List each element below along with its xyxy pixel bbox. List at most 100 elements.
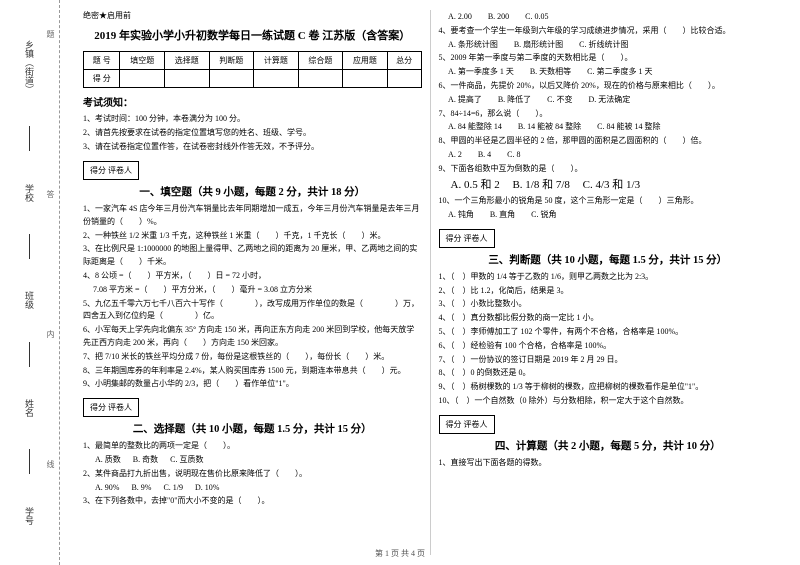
section-4-heading: 四、计算题（共 2 小题，每题 5 分，共计 10 分）	[439, 438, 778, 453]
opt: A. 90%	[95, 482, 119, 495]
seal-text: 题	[45, 30, 56, 38]
seal-text: 答	[45, 190, 56, 198]
q-opts: A. 质数 B. 奇数 C. 互质数	[83, 454, 422, 467]
q: 1、（ ）甲数的 1/4 等于乙数的 1/6，则甲乙两数之比为 2:3。	[439, 271, 778, 284]
q: 3、在比例尺是 1:1000000 的地图上量得甲、乙两地之间的距离为 20 厘…	[83, 243, 422, 269]
th: 总分	[387, 52, 421, 70]
q-opts: A. 0.5 和 2 B. 1/8 和 7/8 C. 4/3 和 1/3	[439, 177, 778, 195]
margin-line	[29, 234, 30, 259]
margin-line	[29, 342, 30, 367]
q: 1、一家汽车 4S 店今年三月份汽车销量比去年同期增加一成五，今年三月份汽车销量…	[83, 203, 422, 229]
th: 综合题	[298, 52, 343, 70]
margin-label: 班级	[23, 283, 36, 317]
q: 5、九亿五千零六万七千八百六十写作（ ），改写成用万作单位的数是（ ）万，四舍五…	[83, 298, 422, 324]
q: A. 第一季度多 1 天 B. 天数相等 C. 第二季度多 1 天	[439, 66, 778, 79]
q: 8、三年期国库券的年利率是 2.4%，某人购买国库券 1500 元，到期连本带息…	[83, 365, 422, 378]
q: 3、在下列各数中，去掉"0"而大小不变的是（ ）。	[83, 495, 422, 508]
th: 计算题	[254, 52, 299, 70]
left-column: 绝密★启用前 2019 年实验小学小升初数学每日一练试题 C 卷 江苏版（含答案…	[75, 10, 431, 555]
q: 9、下面各组数中互为倒数的是（ ）。	[439, 163, 778, 176]
q: 8、（ ）0 的倒数还是 0。	[439, 367, 778, 380]
q: 7.08 平方米 =（ ）平方分米，（ ）毫升 = 3.08 立方分米	[83, 284, 422, 297]
td	[387, 70, 421, 88]
q: 1、最简单的整数比的两项一定是（ ）。	[83, 440, 422, 453]
th: 选择题	[164, 52, 209, 70]
q: 5、（ ）李师傅加工了 102 个零件，有两个不合格，合格率是 100%。	[439, 326, 778, 339]
notice: 1、考试时间：100 分钟，本卷满分为 100 分。	[83, 113, 422, 125]
notice: 2、请首先按要求在试卷的指定位置填写您的姓名、班级、学号。	[83, 127, 422, 139]
opt: A. 0.5 和 2	[451, 177, 500, 195]
q: 10、（ ）一个自然数（0 除外）与分数相除，积一定大于这个自然数。	[439, 395, 778, 408]
score-table: 题 号 填空题 选择题 判断题 计算题 综合题 应用题 总分 得 分	[83, 51, 422, 88]
binding-margin: 乡镇（街道） 学校 班级 姓名 学号	[0, 0, 60, 565]
notice-heading: 考试须知：	[83, 94, 422, 109]
th: 应用题	[343, 52, 388, 70]
q: 6、小军每天上学先向北偏东 35° 方向走 150 米，再向正东方向走 200 …	[83, 324, 422, 350]
q: A. 提高了 B. 降低了 C. 不变 D. 无法确定	[439, 94, 778, 107]
q: 4、（ ）真分数都比假分数的商一定比 1 小。	[439, 312, 778, 325]
q: 7、把 7/10 米长的铁丝平均分成 7 份，每份是这根铁丝的（ ），每份长（ …	[83, 351, 422, 364]
th: 题 号	[84, 52, 120, 70]
th: 判断题	[209, 52, 254, 70]
q: A. 条形统计图 B. 扇形统计图 C. 折线统计图	[439, 39, 778, 52]
q: 6、一件商品，先提价 20%，以后又降价 20%，现在的价格与原来相比（ ）。	[439, 80, 778, 93]
secret-label: 绝密★启用前	[83, 10, 422, 21]
q: 4、8 公顷 =（ ）平方米，（ ）日 = 72 小时，	[83, 270, 422, 283]
page-content: 绝密★启用前 2019 年实验小学小升初数学每日一练试题 C 卷 江苏版（含答案…	[60, 0, 800, 565]
q: A. 钝角 B. 直角 C. 锐角	[439, 209, 778, 222]
td	[120, 70, 165, 88]
opt: B. 9%	[131, 482, 151, 495]
margin-label: 学号	[23, 499, 36, 533]
margin-label: 乡镇（街道）	[23, 32, 36, 102]
td	[164, 70, 209, 88]
q: 10、一个三角形最小的锐角是 50 度，这个三角形一定是（ ）三角形。	[439, 195, 778, 208]
q: 2、（ ）比 1.2，化简后，结果是 3。	[439, 285, 778, 298]
margin-line	[29, 126, 30, 151]
opt: B. 1/8 和 7/8	[512, 177, 569, 195]
section-1-heading: 一、填空题（共 9 小题，每题 2 分，共计 18 分）	[83, 184, 422, 199]
opt: C. 1/9	[163, 482, 183, 495]
q: 2、某件商品打九折出售，说明现在售价比原来降低了（ ）。	[83, 468, 422, 481]
section-3-heading: 三、判断题（共 10 小题，每题 1.5 分，共计 15 分）	[439, 252, 778, 267]
q: 9、小明集邮的数量占小华的 2/3，把（ ）看作单位"1"。	[83, 378, 422, 391]
grade-box: 得分 评卷人	[83, 161, 139, 180]
grade-box: 得分 评卷人	[83, 398, 139, 417]
opt: A. 质数	[95, 454, 121, 467]
opt: C. 4/3 和 1/3	[583, 177, 640, 195]
q: A. 2 B. 4 C. 8	[439, 149, 778, 162]
margin-line	[29, 449, 30, 474]
td	[298, 70, 343, 88]
q: 5、2009 年第一季度与第二季度的天数相比是（ ）。	[439, 52, 778, 65]
td	[254, 70, 299, 88]
q: 2、一种铁丝 1/2 米重 1/3 千克，这种铁丝 1 米重（ ）千克，1 千克…	[83, 230, 422, 243]
q: A. 84 能整除 14 B. 14 能被 84 整除 C. 84 能被 14 …	[439, 121, 778, 134]
seal-text: 内	[45, 330, 56, 338]
q: 9、（ ）杨树棵数的 1/3 等于柳树的棵数，应把柳树的棵数看作是单位"1"。	[439, 381, 778, 394]
q: 7、84÷14=6，那么说（ ）。	[439, 108, 778, 121]
q: 8、甲圆的半径是乙圆半径的 2 倍，那甲圆的面积是乙圆面积的（ ）倍。	[439, 135, 778, 148]
notice: 3、请在试卷指定位置作答，在试卷密封线外作答无效，不予评分。	[83, 141, 422, 153]
margin-label: 学校	[23, 176, 36, 210]
grade-box: 得分 评卷人	[439, 229, 495, 248]
th: 填空题	[120, 52, 165, 70]
td: 得 分	[84, 70, 120, 88]
q-opts: A. 90% B. 9% C. 1/9 D. 10%	[83, 482, 422, 495]
q: 1、直接写出下面各题的得数。	[439, 457, 778, 470]
section-2-heading: 二、选择题（共 10 小题，每题 1.5 分，共计 15 分）	[83, 421, 422, 436]
td	[209, 70, 254, 88]
td	[343, 70, 388, 88]
q: 6、（ ）经检验有 100 个合格，合格率是 100%。	[439, 340, 778, 353]
opt: B. 奇数	[133, 454, 158, 467]
right-column: A. 2.00 B. 200 C. 0.05 4、要考查一个学生一年级到六年级的…	[431, 10, 786, 555]
q: A. 2.00 B. 200 C. 0.05	[439, 11, 778, 24]
exam-title: 2019 年实验小学小升初数学每日一练试题 C 卷 江苏版（含答案）	[83, 27, 422, 43]
table-row: 得 分	[84, 70, 422, 88]
margin-label: 姓名	[23, 391, 36, 425]
opt: C. 互质数	[170, 454, 203, 467]
page-footer: 第 1 页 共 4 页	[0, 548, 800, 559]
q: 4、要考查一个学生一年级到六年级的学习成绩进步情况，采用（ ）比较合适。	[439, 25, 778, 38]
table-row: 题 号 填空题 选择题 判断题 计算题 综合题 应用题 总分	[84, 52, 422, 70]
grade-box: 得分 评卷人	[439, 415, 495, 434]
seal-text: 线	[45, 460, 56, 468]
opt: D. 10%	[195, 482, 219, 495]
